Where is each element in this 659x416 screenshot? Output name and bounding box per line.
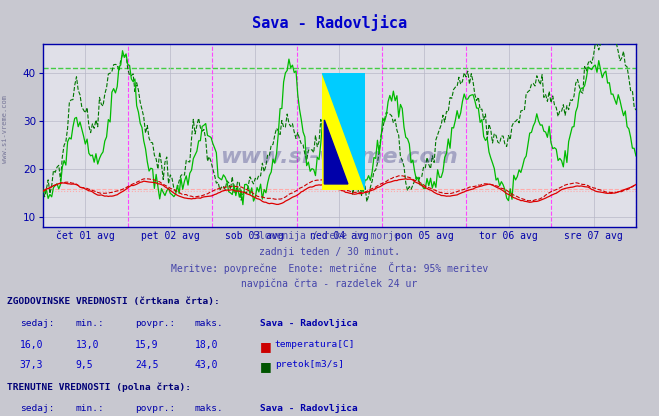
Text: min.:: min.: <box>76 404 105 414</box>
Text: www.si-vreme.com: www.si-vreme.com <box>2 95 9 163</box>
Text: 37,3: 37,3 <box>20 360 43 370</box>
Text: maks.: maks. <box>194 319 223 328</box>
Text: pretok[m3/s]: pretok[m3/s] <box>275 360 344 369</box>
Polygon shape <box>322 73 365 190</box>
Text: ■: ■ <box>260 360 272 373</box>
Text: zadnji teden / 30 minut.: zadnji teden / 30 minut. <box>259 247 400 257</box>
Text: 24,5: 24,5 <box>135 360 159 370</box>
Text: Slovenija / reke in morje.: Slovenija / reke in morje. <box>253 231 406 241</box>
Text: 15,9: 15,9 <box>135 340 159 350</box>
Text: 16,0: 16,0 <box>20 340 43 350</box>
Text: www.si-vreme.com: www.si-vreme.com <box>221 147 458 167</box>
Text: 43,0: 43,0 <box>194 360 218 370</box>
Text: povpr.:: povpr.: <box>135 404 175 414</box>
Text: ZGODOVINSKE VREDNOSTI (črtkana črta):: ZGODOVINSKE VREDNOSTI (črtkana črta): <box>7 297 219 307</box>
Text: TRENUTNE VREDNOSTI (polna črta):: TRENUTNE VREDNOSTI (polna črta): <box>7 383 190 392</box>
Text: 13,0: 13,0 <box>76 340 100 350</box>
Text: Sava - Radovljica: Sava - Radovljica <box>252 15 407 31</box>
Text: Sava - Radovljica: Sava - Radovljica <box>260 319 358 328</box>
Text: Sava - Radovljica: Sava - Radovljica <box>260 404 358 414</box>
Text: sedaj:: sedaj: <box>20 404 54 414</box>
Text: 9,5: 9,5 <box>76 360 94 370</box>
Polygon shape <box>322 73 365 190</box>
Text: temperatura[C]: temperatura[C] <box>275 340 355 349</box>
Text: navpična črta - razdelek 24 ur: navpična črta - razdelek 24 ur <box>241 278 418 289</box>
Text: maks.: maks. <box>194 404 223 414</box>
Text: sedaj:: sedaj: <box>20 319 54 328</box>
Text: ■: ■ <box>260 340 272 353</box>
Text: povpr.:: povpr.: <box>135 319 175 328</box>
Polygon shape <box>324 120 348 184</box>
Text: min.:: min.: <box>76 319 105 328</box>
Text: Meritve: povprečne  Enote: metrične  Črta: 95% meritev: Meritve: povprečne Enote: metrične Črta:… <box>171 262 488 275</box>
Text: 18,0: 18,0 <box>194 340 218 350</box>
